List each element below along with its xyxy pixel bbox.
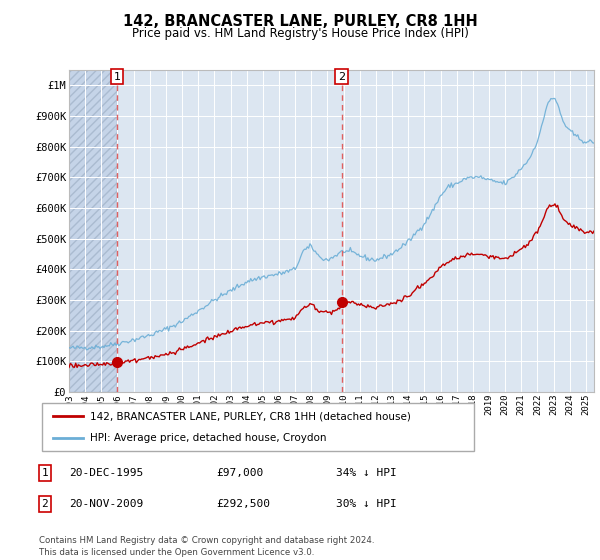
Text: 2: 2 <box>41 499 49 509</box>
Text: 142, BRANCASTER LANE, PURLEY, CR8 1HH (detached house): 142, BRANCASTER LANE, PURLEY, CR8 1HH (d… <box>89 411 410 421</box>
Text: Contains HM Land Registry data © Crown copyright and database right 2024.
This d: Contains HM Land Registry data © Crown c… <box>39 536 374 557</box>
Text: Price paid vs. HM Land Registry's House Price Index (HPI): Price paid vs. HM Land Registry's House … <box>131 27 469 40</box>
Text: 34% ↓ HPI: 34% ↓ HPI <box>336 468 397 478</box>
Text: 20-NOV-2009: 20-NOV-2009 <box>69 499 143 509</box>
Text: 1: 1 <box>113 72 121 82</box>
Text: 30% ↓ HPI: 30% ↓ HPI <box>336 499 397 509</box>
Text: 142, BRANCASTER LANE, PURLEY, CR8 1HH: 142, BRANCASTER LANE, PURLEY, CR8 1HH <box>122 14 478 29</box>
Text: 1: 1 <box>41 468 49 478</box>
Text: £292,500: £292,500 <box>216 499 270 509</box>
Text: HPI: Average price, detached house, Croydon: HPI: Average price, detached house, Croy… <box>89 433 326 443</box>
Text: £97,000: £97,000 <box>216 468 263 478</box>
Text: 20-DEC-1995: 20-DEC-1995 <box>69 468 143 478</box>
Polygon shape <box>69 70 117 392</box>
Text: 2: 2 <box>338 72 346 82</box>
